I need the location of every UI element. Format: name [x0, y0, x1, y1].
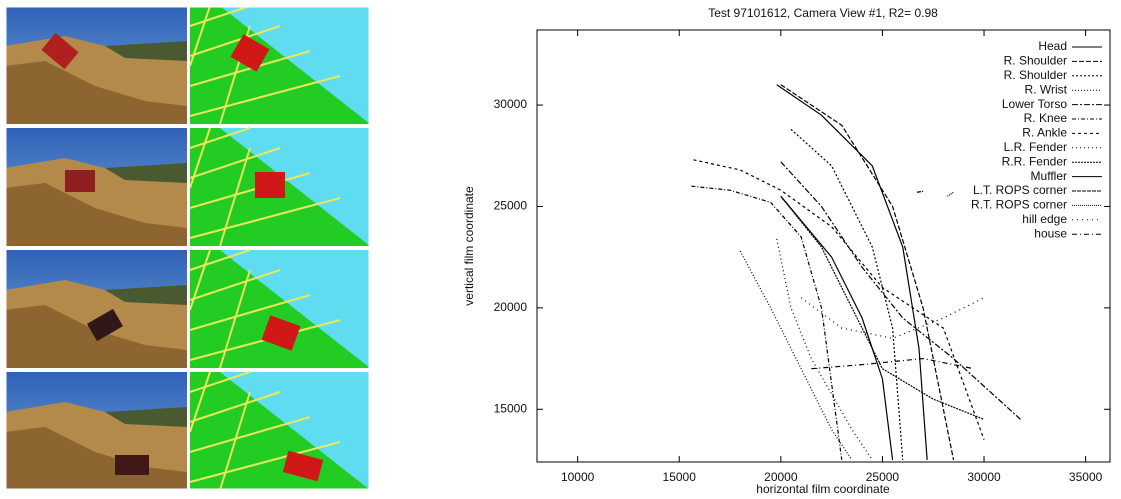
- x-tick-label: 35000: [1069, 470, 1103, 484]
- vehicles: [41, 32, 324, 482]
- legend-label: Head: [1038, 39, 1067, 53]
- simulation: [189, 371, 371, 491]
- legend-label: R. Shoulder: [1004, 68, 1067, 82]
- legend-label: hill edge: [1022, 212, 1067, 226]
- tractor: [65, 170, 95, 192]
- legend-label: R. Wrist: [1025, 82, 1068, 96]
- sim-tractor: [261, 315, 301, 351]
- legend-label: R. Shoulder: [1004, 54, 1067, 68]
- simulation: [189, 249, 371, 369]
- photo: [5, 372, 187, 490]
- legend-label: house: [1034, 226, 1067, 240]
- trajectory: [780, 195, 894, 461]
- trajectory: [780, 84, 955, 461]
- x-tick-label: 10000: [561, 470, 595, 484]
- trajectory: [790, 128, 904, 461]
- photo: [5, 128, 187, 246]
- tractor: [87, 308, 123, 342]
- legend-label: Lower Torso: [1002, 97, 1067, 111]
- trajectory: [916, 190, 924, 193]
- x-tick-label: 25000: [866, 470, 900, 484]
- trajectory: [693, 159, 985, 440]
- tractor: [115, 455, 149, 475]
- trajectory: [776, 84, 928, 461]
- x-tick-label: 15000: [663, 470, 697, 484]
- photo-grid: [3, 4, 372, 492]
- plot-frame: [536, 29, 1111, 463]
- y-tick-label: 25000: [494, 199, 528, 213]
- y-tick-label: 30000: [494, 97, 528, 111]
- trajectory: [811, 357, 974, 370]
- y-tick-label: 20000: [494, 300, 528, 314]
- sim-tractor: [282, 450, 324, 482]
- legend-label: L.R. Fender: [1004, 140, 1067, 154]
- x-axis-label: horizontal film coordinate: [756, 482, 890, 494]
- x-tick-label: 30000: [967, 470, 1001, 484]
- legend-label: R.R. Fender: [1002, 154, 1067, 168]
- grid-border: [3, 4, 372, 492]
- legend-label: R.T. ROPS corner: [971, 198, 1067, 212]
- trajectory: [780, 161, 1022, 420]
- legend-label: L.T. ROPS corner: [973, 183, 1067, 197]
- photo: [5, 250, 187, 368]
- x-tick-label: 20000: [764, 470, 798, 484]
- trajectory: [739, 250, 853, 461]
- simulation: [189, 5, 371, 125]
- legend-label: R. Ankle: [1022, 126, 1067, 140]
- trajectory: [947, 191, 954, 197]
- y-axis-label: vertical film coordinate: [462, 186, 476, 306]
- legend-label: R. Knee: [1024, 111, 1068, 125]
- chart-title: Test 97101612, Camera View #1, R2= 0.98: [708, 6, 938, 20]
- trajectory: [691, 185, 843, 461]
- sim-tractor: [230, 34, 270, 72]
- sim-tractor: [255, 172, 285, 198]
- legend-label: Muffler: [1031, 169, 1067, 183]
- trajectory: [776, 238, 873, 461]
- photo: [5, 6, 187, 124]
- y-tick-label: 15000: [494, 401, 528, 415]
- trajectory: [780, 195, 985, 420]
- tractor: [41, 32, 79, 70]
